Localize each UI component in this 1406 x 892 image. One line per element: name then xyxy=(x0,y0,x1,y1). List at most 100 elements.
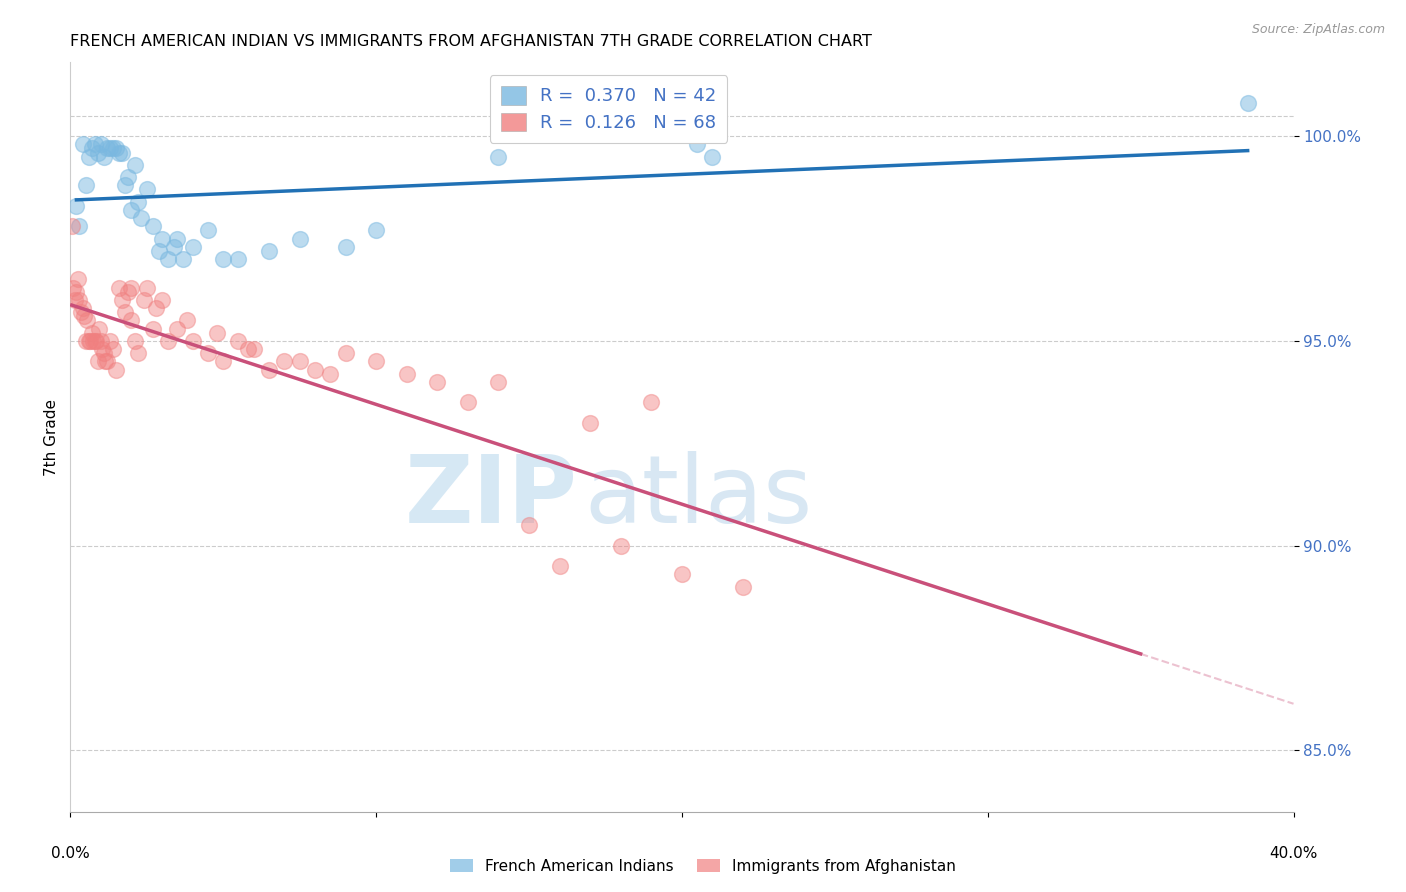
Point xyxy=(197,223,219,237)
Point xyxy=(212,252,235,266)
Text: ZIP: ZIP xyxy=(405,451,578,543)
Point xyxy=(87,354,110,368)
Text: 0.0%: 0.0% xyxy=(51,847,90,862)
Point xyxy=(166,321,188,335)
Point xyxy=(129,211,152,225)
Legend: R =  0.370   N = 42, R =  0.126   N = 68: R = 0.370 N = 42, R = 0.126 N = 68 xyxy=(489,75,727,143)
Point xyxy=(80,141,103,155)
Point xyxy=(108,280,131,294)
Point xyxy=(288,231,311,245)
Point xyxy=(135,280,157,294)
Point xyxy=(236,342,259,356)
Point xyxy=(77,334,100,348)
Point xyxy=(90,334,112,348)
Text: Source: ZipAtlas.com: Source: ZipAtlas.com xyxy=(1251,23,1385,37)
Point xyxy=(671,567,693,582)
Point xyxy=(111,145,134,160)
Point xyxy=(117,285,139,299)
Point xyxy=(65,285,87,299)
Point xyxy=(135,182,157,196)
Point xyxy=(98,141,121,155)
Point xyxy=(335,240,357,254)
Point xyxy=(66,272,89,286)
Point xyxy=(63,293,86,307)
Point xyxy=(96,354,118,368)
Text: FRENCH AMERICAN INDIAN VS IMMIGRANTS FROM AFGHANISTAN 7TH GRADE CORRELATION CHAR: FRENCH AMERICAN INDIAN VS IMMIGRANTS FRO… xyxy=(70,34,872,49)
Point xyxy=(96,141,118,155)
Point xyxy=(205,326,228,340)
Point xyxy=(84,334,107,348)
Point xyxy=(335,346,357,360)
Point xyxy=(89,321,111,335)
Point xyxy=(517,518,540,533)
Point xyxy=(124,158,146,172)
Point xyxy=(395,367,418,381)
Point xyxy=(87,145,110,160)
Point xyxy=(69,293,91,307)
Point xyxy=(288,354,311,368)
Point xyxy=(94,354,117,368)
Point xyxy=(228,334,250,348)
Point xyxy=(93,346,115,360)
Point xyxy=(83,137,105,152)
Text: 40.0%: 40.0% xyxy=(1270,847,1317,862)
Point xyxy=(257,362,280,376)
Point xyxy=(157,334,180,348)
Point xyxy=(150,293,173,307)
Point xyxy=(70,305,93,319)
Point xyxy=(101,141,124,155)
Point xyxy=(72,301,94,315)
Point xyxy=(640,395,662,409)
Text: atlas: atlas xyxy=(583,451,813,543)
Point xyxy=(166,231,188,245)
Point xyxy=(366,223,388,237)
Point xyxy=(121,313,143,327)
Point xyxy=(72,137,94,152)
Point xyxy=(145,301,167,315)
Point xyxy=(228,252,250,266)
Point xyxy=(181,240,204,254)
Point xyxy=(105,141,128,155)
Y-axis label: 7th Grade: 7th Grade xyxy=(44,399,59,475)
Legend: French American Indians, Immigrants from Afghanistan: French American Indians, Immigrants from… xyxy=(444,853,962,880)
Point xyxy=(82,334,104,348)
Point xyxy=(121,280,143,294)
Point xyxy=(114,178,136,193)
Point xyxy=(142,219,165,234)
Point xyxy=(132,293,155,307)
Point xyxy=(579,416,602,430)
Point xyxy=(105,362,128,376)
Point xyxy=(319,367,342,381)
Point xyxy=(79,334,101,348)
Point xyxy=(127,194,149,209)
Point xyxy=(426,375,449,389)
Point xyxy=(75,178,97,193)
Point xyxy=(366,354,388,368)
Point xyxy=(212,354,235,368)
Point xyxy=(163,240,186,254)
Point xyxy=(197,346,219,360)
Point xyxy=(702,150,724,164)
Point xyxy=(65,199,87,213)
Point xyxy=(62,280,84,294)
Point xyxy=(111,293,134,307)
Point xyxy=(98,334,121,348)
Point xyxy=(686,137,709,152)
Point xyxy=(90,137,112,152)
Point xyxy=(127,346,149,360)
Point xyxy=(176,313,198,327)
Point xyxy=(488,375,510,389)
Point xyxy=(304,362,326,376)
Point xyxy=(93,150,115,164)
Point xyxy=(108,145,131,160)
Point xyxy=(157,252,180,266)
Point xyxy=(80,326,103,340)
Point xyxy=(273,354,295,368)
Point xyxy=(548,559,571,574)
Point xyxy=(114,305,136,319)
Point xyxy=(60,219,83,234)
Point xyxy=(101,342,124,356)
Point xyxy=(243,342,266,356)
Point xyxy=(83,334,105,348)
Point xyxy=(117,170,139,185)
